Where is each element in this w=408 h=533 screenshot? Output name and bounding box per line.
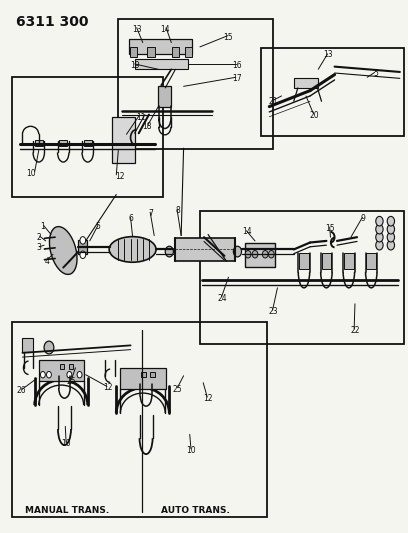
Bar bbox=[118, 19, 273, 149]
Bar bbox=[158, 86, 171, 107]
Bar bbox=[261, 48, 404, 136]
Bar bbox=[129, 39, 192, 54]
Text: 9: 9 bbox=[361, 214, 366, 223]
Text: 12: 12 bbox=[203, 394, 213, 403]
Text: 2: 2 bbox=[36, 233, 41, 241]
Bar bbox=[185, 47, 192, 57]
Circle shape bbox=[40, 372, 45, 378]
Circle shape bbox=[252, 251, 258, 258]
Circle shape bbox=[47, 372, 51, 378]
Text: 12: 12 bbox=[115, 173, 125, 181]
Text: 13: 13 bbox=[324, 51, 333, 59]
Bar bbox=[366, 253, 376, 269]
Text: 7: 7 bbox=[149, 209, 153, 217]
Ellipse shape bbox=[109, 237, 156, 262]
Text: 10: 10 bbox=[186, 446, 196, 455]
Text: 15: 15 bbox=[326, 224, 335, 232]
Circle shape bbox=[165, 246, 173, 257]
Circle shape bbox=[376, 224, 383, 234]
Text: 16: 16 bbox=[232, 61, 242, 69]
Bar bbox=[112, 117, 135, 163]
Circle shape bbox=[80, 251, 86, 259]
Bar bbox=[141, 372, 146, 377]
Circle shape bbox=[262, 251, 268, 258]
Text: 15: 15 bbox=[224, 33, 233, 42]
Bar bbox=[294, 78, 318, 88]
Circle shape bbox=[67, 372, 72, 378]
Bar bbox=[344, 253, 354, 269]
Bar bbox=[12, 77, 163, 197]
Text: 10: 10 bbox=[62, 439, 71, 448]
Bar bbox=[175, 238, 235, 261]
Text: 25: 25 bbox=[67, 377, 76, 385]
Bar bbox=[245, 243, 275, 266]
Bar bbox=[84, 140, 92, 146]
Circle shape bbox=[387, 232, 395, 242]
Bar bbox=[200, 211, 404, 344]
Text: 11: 11 bbox=[136, 113, 146, 122]
Bar bbox=[59, 140, 67, 146]
Bar bbox=[120, 368, 166, 389]
Text: 18: 18 bbox=[142, 123, 152, 131]
Bar bbox=[69, 364, 73, 369]
Text: 25: 25 bbox=[173, 385, 182, 393]
Bar bbox=[150, 372, 155, 377]
Circle shape bbox=[387, 240, 395, 250]
Bar bbox=[147, 47, 155, 57]
Bar bbox=[78, 240, 87, 254]
Text: 10: 10 bbox=[26, 169, 35, 177]
Text: 13: 13 bbox=[132, 25, 142, 34]
Text: 8: 8 bbox=[175, 206, 180, 215]
Text: 12: 12 bbox=[103, 383, 113, 392]
Circle shape bbox=[233, 246, 242, 257]
Circle shape bbox=[245, 251, 251, 258]
Text: 24: 24 bbox=[217, 294, 227, 303]
Text: 14: 14 bbox=[160, 25, 170, 34]
Bar bbox=[12, 322, 267, 517]
Circle shape bbox=[387, 216, 395, 226]
Text: MANUAL TRANS.: MANUAL TRANS. bbox=[25, 506, 109, 515]
Bar bbox=[22, 338, 33, 352]
Bar bbox=[172, 47, 179, 57]
Text: 21: 21 bbox=[268, 97, 278, 106]
Circle shape bbox=[80, 237, 86, 244]
Text: AUTO TRANS.: AUTO TRANS. bbox=[162, 506, 230, 515]
Circle shape bbox=[376, 232, 383, 242]
Circle shape bbox=[387, 224, 395, 234]
Bar bbox=[299, 253, 309, 269]
Text: 5: 5 bbox=[373, 69, 378, 78]
Text: 23: 23 bbox=[268, 308, 278, 316]
Text: 22: 22 bbox=[350, 326, 360, 335]
Text: 4: 4 bbox=[44, 257, 49, 265]
Text: 1: 1 bbox=[40, 222, 45, 231]
Text: 17: 17 bbox=[232, 75, 242, 83]
Ellipse shape bbox=[49, 227, 77, 274]
Bar bbox=[322, 253, 331, 269]
Circle shape bbox=[268, 251, 274, 258]
Bar bbox=[135, 59, 188, 69]
Text: 26: 26 bbox=[17, 386, 27, 394]
Circle shape bbox=[376, 216, 383, 226]
Bar bbox=[130, 47, 137, 57]
Text: 14: 14 bbox=[242, 228, 252, 236]
Circle shape bbox=[44, 341, 54, 354]
Text: 5: 5 bbox=[95, 222, 100, 231]
Bar bbox=[35, 140, 43, 146]
Text: 19: 19 bbox=[130, 61, 140, 69]
Bar bbox=[39, 360, 84, 381]
Text: 3: 3 bbox=[36, 244, 41, 252]
Text: 6311 300: 6311 300 bbox=[16, 15, 89, 29]
Circle shape bbox=[376, 240, 383, 250]
Text: 20: 20 bbox=[309, 111, 319, 119]
Bar bbox=[60, 364, 64, 369]
Circle shape bbox=[77, 372, 82, 378]
Text: 6: 6 bbox=[128, 214, 133, 223]
